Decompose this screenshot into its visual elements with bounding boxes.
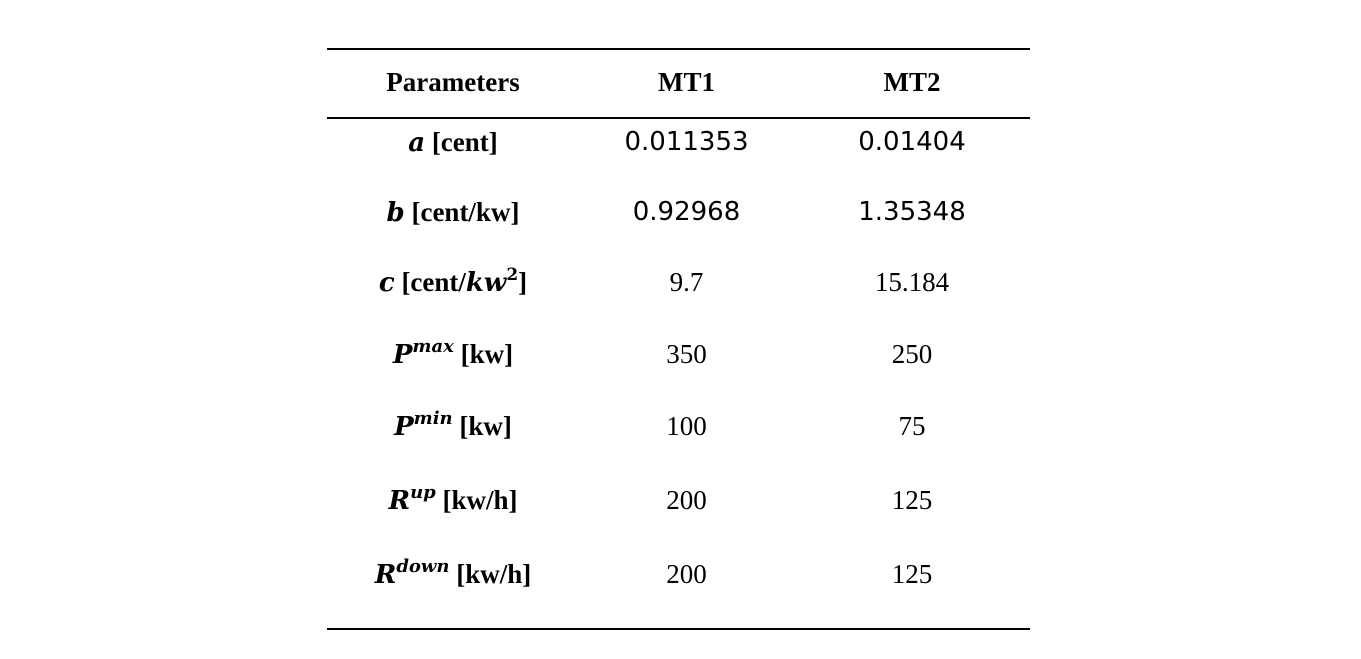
- mt1-value: 0.011353: [624, 127, 749, 157]
- mt2-value: 0.01404: [858, 127, 966, 157]
- parameter-unit-close: ]: [502, 411, 512, 441]
- mt2-value: 1.35348: [858, 197, 966, 227]
- parameter-label: a [cent]: [327, 124, 579, 161]
- parameter-symbol: R: [388, 486, 411, 516]
- parameter-unit-close: ]: [518, 267, 528, 297]
- table-header-row: Parameters MT1 MT2: [327, 64, 1030, 100]
- table-row: a [cent] 0.011353 0.01404: [327, 124, 1030, 160]
- parameter-unit: [kw: [459, 411, 503, 441]
- parameter-symbol: a: [408, 128, 426, 158]
- table-row: Rup [kw/h] 200 125: [327, 482, 1030, 518]
- parameter-superscript: max: [412, 336, 454, 357]
- parameter-label: Rup [kw/h]: [327, 482, 579, 519]
- parameter-label: c [cent/kw2]: [327, 264, 579, 301]
- mt1-value: 9.7: [669, 267, 704, 297]
- parameter-unit: [cent/: [401, 267, 466, 297]
- parameter-unit-close: ]: [522, 559, 532, 589]
- parameter-unit: [kw: [460, 339, 505, 369]
- parameter-superscript: up: [410, 482, 436, 503]
- parameter-superscript: down: [396, 556, 450, 577]
- table-row: Pmin [kw] 100 75: [327, 408, 1030, 444]
- parameter-unit: [kw/h: [456, 559, 523, 589]
- parameter-label: b [cent/kw]: [327, 194, 579, 231]
- parameter-unit-close: ]: [510, 197, 520, 227]
- parameter-symbol: c: [378, 268, 395, 298]
- parameter-unit: [kw/h: [442, 485, 509, 515]
- header-parameters: Parameters: [386, 67, 520, 97]
- parameter-symbol: R: [374, 560, 397, 590]
- table-row: Pmax [kw] 350 250: [327, 336, 1030, 372]
- parameter-symbol: P: [392, 340, 413, 370]
- header-mt1: MT1: [658, 67, 715, 97]
- parameter-label: Pmin [kw]: [327, 408, 579, 445]
- table-header-rule: [327, 117, 1030, 119]
- table-row: b [cent/kw] 0.92968 1.35348: [327, 194, 1030, 230]
- table-bottom-rule: [327, 628, 1030, 630]
- header-mt2: MT2: [883, 67, 941, 97]
- mt2-value: 250: [891, 339, 933, 369]
- table-row: Rdown [kw/h] 200 125: [327, 556, 1030, 592]
- mt2-value: 125: [891, 485, 933, 515]
- parameter-label: Rdown [kw/h]: [327, 556, 579, 593]
- mt1-value: 0.92968: [632, 197, 741, 227]
- table-top-rule: [327, 48, 1030, 50]
- mt2-value: 15.184: [874, 267, 950, 297]
- parameter-unit-close: ]: [508, 485, 518, 515]
- mt1-value: 200: [666, 559, 707, 589]
- parameter-label: Pmax [kw]: [327, 336, 579, 373]
- mt2-value: 75: [898, 411, 926, 441]
- parameter-symbol: b: [386, 198, 405, 228]
- parameter-superscript: min: [413, 408, 453, 429]
- parameter-unit-close: ]: [504, 339, 514, 369]
- parameter-unit: [cent/kw: [411, 197, 511, 227]
- mt1-value: 100: [666, 411, 707, 441]
- table-row: c [cent/kw2] 9.7 15.184: [327, 264, 1030, 300]
- parameter-unit-symbol: kw: [465, 268, 507, 298]
- mt1-value: 200: [666, 485, 707, 515]
- mt1-value: 350: [666, 339, 707, 369]
- parameter-unit: [cent: [431, 127, 489, 157]
- mt2-value: 125: [891, 559, 933, 589]
- parameter-unit-exponent: 2: [506, 265, 519, 285]
- parameter-symbol: P: [394, 412, 414, 442]
- parameter-unit-close: ]: [488, 127, 498, 157]
